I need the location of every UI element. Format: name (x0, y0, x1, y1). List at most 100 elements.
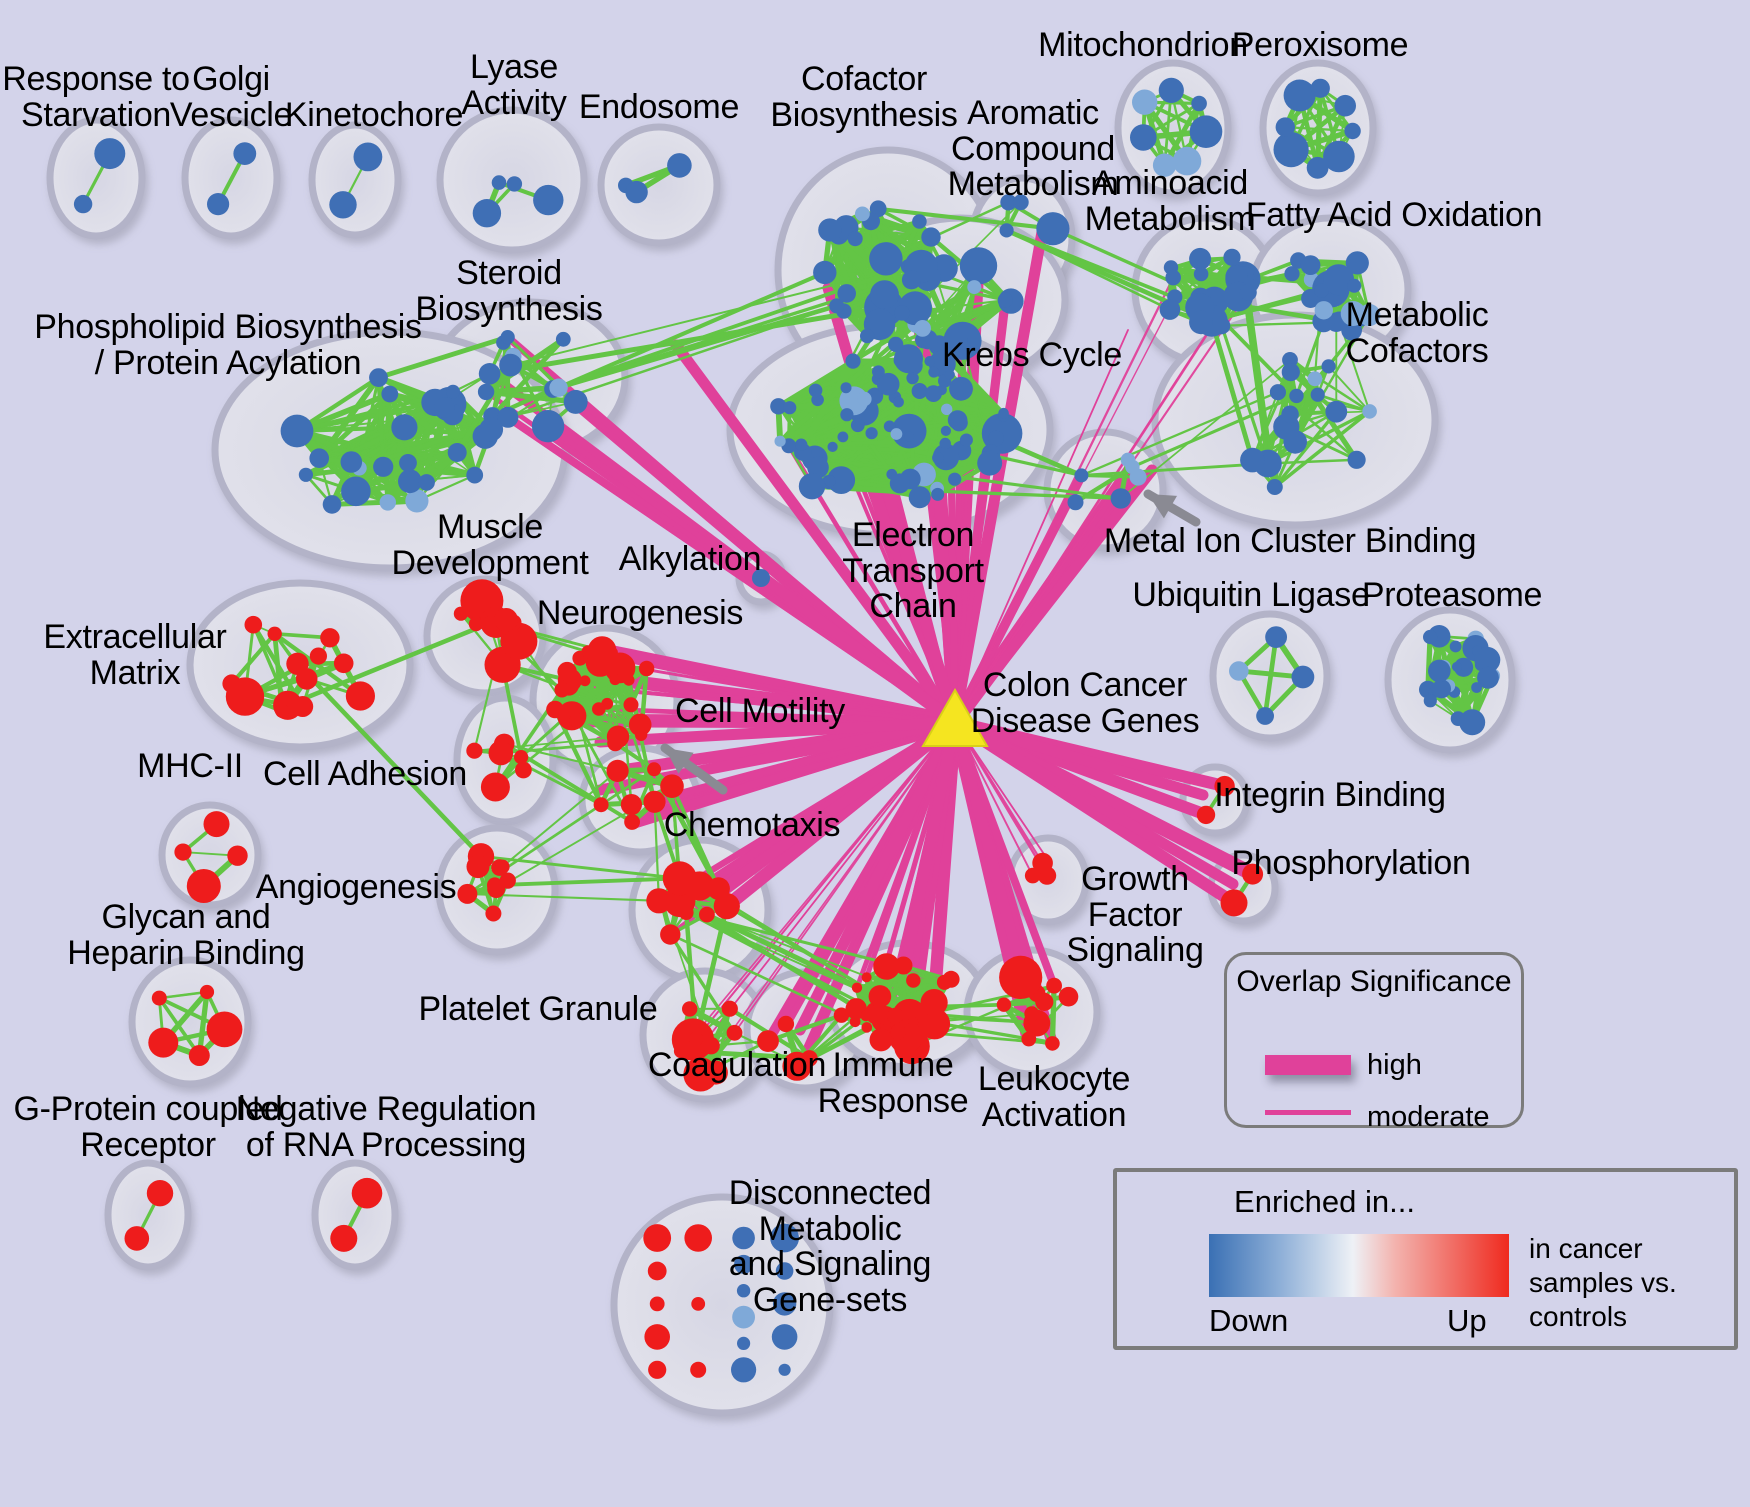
gene-set-node[interactable] (1283, 430, 1307, 454)
gene-set-node[interactable] (1191, 95, 1207, 112)
gene-set-node[interactable] (563, 389, 588, 414)
gene-set-node[interactable] (1130, 124, 1157, 151)
gene-set-node[interactable] (233, 142, 257, 166)
gene-set-node[interactable] (860, 1010, 872, 1022)
gene-set-node[interactable] (699, 906, 715, 923)
gene-set-node[interactable] (1196, 805, 1216, 825)
gene-set-node[interactable] (837, 431, 849, 443)
gene-set-node[interactable] (904, 431, 915, 442)
gene-set-node[interactable] (691, 1297, 706, 1311)
gene-set-node[interactable] (777, 1015, 795, 1033)
gene-set-node[interactable] (860, 328, 875, 344)
gene-set-node[interactable] (398, 469, 422, 494)
gene-set-node[interactable] (488, 740, 514, 766)
gene-set-node[interactable] (1036, 212, 1070, 246)
gene-set-node[interactable] (309, 448, 330, 469)
gene-set-node[interactable] (206, 1011, 243, 1048)
gene-set-node[interactable] (732, 1226, 755, 1250)
gene-set-node[interactable] (628, 713, 652, 736)
gene-set-node[interactable] (581, 645, 595, 659)
gene-set-node[interactable] (861, 1022, 873, 1033)
gene-set-node[interactable] (959, 433, 973, 447)
gene-set-node[interactable] (911, 383, 928, 399)
gene-set-node[interactable] (592, 702, 606, 716)
gene-set-node[interactable] (1283, 79, 1316, 112)
gene-set-node[interactable] (546, 700, 564, 719)
gene-set-node[interactable] (341, 476, 371, 507)
gene-set-node[interactable] (1193, 266, 1209, 282)
gene-set-node[interactable] (772, 1292, 797, 1316)
gene-set-node[interactable] (649, 1296, 665, 1312)
gene-set-node[interactable] (849, 1016, 861, 1028)
gene-set-node[interactable] (770, 1223, 799, 1253)
gene-set-node[interactable] (813, 260, 837, 285)
gene-set-node[interactable] (1423, 694, 1437, 708)
gene-set-node[interactable] (894, 956, 913, 975)
gene-set-node[interactable] (1024, 867, 1041, 884)
gene-set-node[interactable] (868, 985, 892, 1008)
gene-set-node[interactable] (333, 653, 354, 674)
gene-set-node[interactable] (1159, 299, 1181, 320)
gene-set-node[interactable] (487, 880, 506, 899)
gene-set-node[interactable] (798, 473, 826, 500)
gene-set-node[interactable] (726, 1024, 743, 1041)
gene-set-node[interactable] (865, 427, 878, 440)
gene-set-node[interactable] (391, 414, 418, 441)
gene-set-node[interactable] (1223, 248, 1241, 266)
gene-set-node[interactable] (351, 1177, 383, 1209)
gene-set-node[interactable] (1256, 707, 1274, 725)
gene-set-node[interactable] (1345, 251, 1369, 275)
gene-set-node[interactable] (625, 180, 648, 204)
gene-set-node[interactable] (908, 486, 931, 509)
gene-set-node[interactable] (1165, 269, 1181, 286)
gene-set-node[interactable] (999, 223, 1014, 238)
gene-set-node[interactable] (418, 474, 435, 491)
gene-set-node[interactable] (514, 750, 529, 765)
gene-set-node[interactable] (1340, 301, 1366, 326)
gene-set-node[interactable] (457, 883, 478, 904)
gene-set-node[interactable] (329, 191, 357, 219)
gene-set-node[interactable] (607, 735, 624, 752)
gene-set-node[interactable] (494, 608, 518, 632)
gene-set-node[interactable] (918, 1008, 951, 1040)
gene-set-node[interactable] (1275, 117, 1296, 137)
gene-set-node[interactable] (353, 142, 383, 172)
gene-set-node[interactable] (873, 953, 900, 980)
gene-set-node[interactable] (870, 280, 899, 309)
gene-set-node[interactable] (320, 628, 340, 648)
gene-set-node[interactable] (477, 383, 495, 401)
gene-set-node[interactable] (824, 475, 836, 487)
gene-set-node[interactable] (684, 1224, 712, 1252)
gene-set-node[interactable] (731, 1357, 757, 1383)
gene-set-node[interactable] (623, 697, 639, 713)
gene-set-node[interactable] (1021, 1031, 1037, 1047)
gene-set-node[interactable] (667, 153, 692, 178)
gene-set-node[interactable] (1273, 132, 1309, 168)
gene-set-node[interactable] (829, 298, 845, 314)
gene-set-node[interactable] (840, 382, 852, 394)
gene-set-node[interactable] (531, 410, 565, 443)
gene-set-node[interactable] (207, 193, 230, 216)
gene-set-node[interactable] (801, 1050, 818, 1067)
gene-set-node[interactable] (222, 674, 241, 693)
gene-set-node[interactable] (1362, 404, 1377, 419)
gene-set-node[interactable] (624, 814, 640, 830)
gene-set-node[interactable] (1012, 194, 1029, 211)
gene-set-node[interactable] (893, 396, 904, 408)
gene-set-node[interactable] (267, 626, 282, 641)
gene-set-node[interactable] (944, 369, 955, 380)
gene-set-node[interactable] (869, 242, 903, 276)
colon-cancer-disease-genes-hub[interactable] (921, 687, 989, 747)
gene-set-node[interactable] (662, 861, 697, 896)
gene-set-node[interactable] (227, 845, 248, 866)
gene-set-node[interactable] (906, 973, 921, 988)
gene-set-node[interactable] (188, 1045, 210, 1066)
gene-set-node[interactable] (1058, 986, 1079, 1007)
gene-set-node[interactable] (1189, 310, 1213, 335)
gene-set-node[interactable] (500, 622, 538, 660)
gene-set-node[interactable] (865, 1002, 887, 1025)
gene-set-node[interactable] (1240, 447, 1265, 473)
gene-set-node[interactable] (948, 472, 962, 486)
gene-set-node[interactable] (660, 774, 684, 798)
gene-set-node[interactable] (683, 1057, 718, 1092)
